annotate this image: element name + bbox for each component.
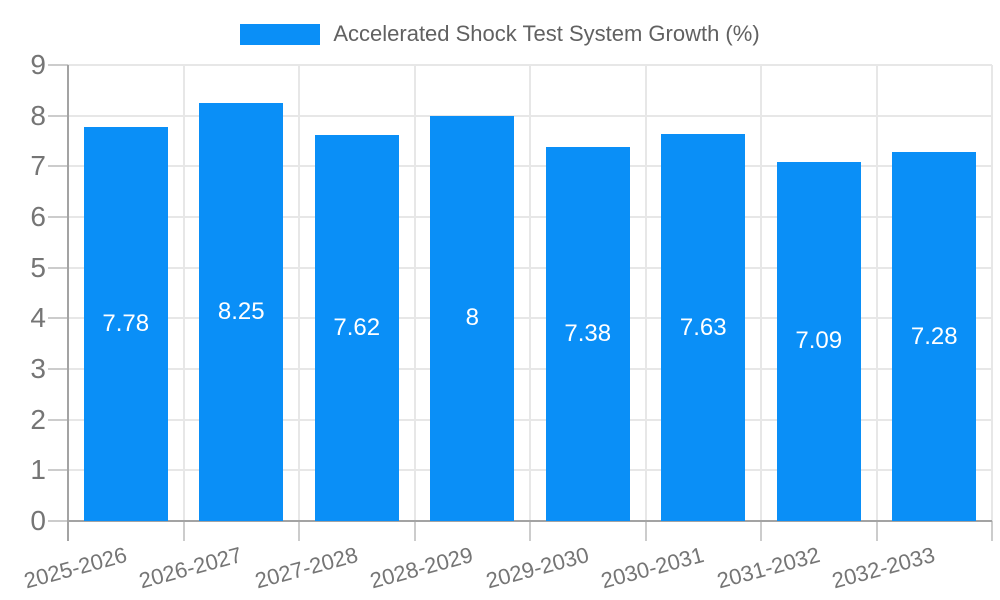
legend-swatch-icon[interactable]	[240, 23, 321, 45]
bar	[776, 161, 861, 521]
y-axis-tick	[48, 418, 68, 421]
x-tick-label: 2028-2029	[367, 542, 476, 594]
x-axis-tick	[182, 521, 185, 541]
y-axis-line	[67, 65, 69, 541]
legend[interactable]: Accelerated Shock Test System Growth (%)	[0, 22, 1000, 46]
x-axis-tick	[529, 521, 531, 541]
bar-value-label: 7.62	[333, 313, 381, 341]
x-tick-label: 2026-2027	[136, 542, 245, 594]
bar	[892, 152, 977, 521]
x-axis-tick	[413, 521, 416, 541]
y-tick-label: 9	[30, 49, 46, 80]
y-tick-label: 0	[30, 505, 46, 536]
gridline-vertical	[298, 65, 300, 521]
gridline-vertical	[529, 65, 531, 521]
y-axis-tick	[48, 469, 68, 472]
y-axis-tick	[48, 520, 68, 522]
y-tick-label: 2	[30, 403, 46, 435]
x-tick-label: 2025-2026	[21, 542, 130, 594]
gridline-vertical	[875, 65, 878, 521]
bar-value-label: 8	[465, 304, 479, 332]
bar	[83, 126, 168, 521]
bar	[314, 134, 399, 521]
y-tick-label: 8	[30, 99, 46, 131]
y-axis-tick	[48, 216, 68, 218]
y-axis-tick	[48, 368, 68, 370]
y-axis-tick	[48, 317, 68, 320]
x-tick-label: 2032-2033	[829, 542, 938, 594]
gridline-vertical	[760, 65, 762, 521]
x-tick-label: 2030-2031	[598, 542, 707, 594]
bar	[545, 147, 630, 521]
y-axis-tick	[48, 266, 68, 269]
bar-value-label: 7.38	[564, 320, 612, 348]
y-tick-label: 3	[30, 353, 46, 384]
y-tick-label: 5	[30, 251, 46, 283]
x-tick-label: 2027-2028	[252, 542, 361, 594]
legend-label[interactable]: Accelerated Shock Test System Growth (%)	[333, 21, 760, 46]
gridline-vertical	[991, 65, 993, 521]
bar-value-label: 7.28	[910, 322, 958, 350]
bar	[199, 103, 284, 521]
y-tick-label: 4	[30, 302, 46, 334]
gridline-vertical	[644, 65, 647, 521]
x-axis-tick	[644, 521, 647, 541]
gridline-vertical	[413, 65, 416, 521]
y-axis-tick	[48, 165, 68, 168]
x-axis-tick	[875, 521, 878, 541]
x-axis-tick	[298, 521, 300, 541]
y-tick-label: 1	[30, 454, 46, 486]
y-tick-label: 7	[30, 150, 46, 182]
gridline-vertical	[182, 65, 185, 521]
bar-value-label: 7.09	[795, 327, 843, 355]
x-tick-label: 2031-2032	[714, 542, 823, 594]
y-axis-tick	[48, 114, 68, 117]
bar-value-label: 7.78	[102, 309, 150, 337]
bar-value-label: 7.63	[679, 313, 727, 341]
x-tick-label: 2029-2030	[483, 542, 592, 594]
x-axis-tick	[991, 521, 993, 541]
x-axis-tick	[760, 521, 762, 541]
bar	[430, 115, 515, 521]
bar	[661, 134, 746, 521]
y-axis-tick	[48, 64, 68, 66]
x-axis-line	[68, 520, 992, 522]
bar-value-label: 8.25	[217, 298, 265, 325]
y-tick-label: 6	[30, 201, 46, 232]
